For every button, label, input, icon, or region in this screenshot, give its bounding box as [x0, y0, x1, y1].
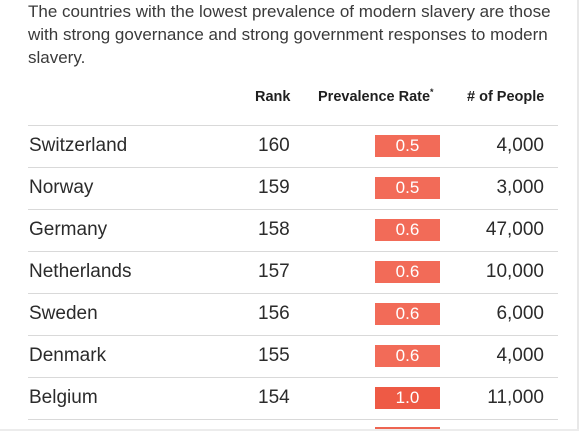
prevalence-rate-badge: 0.5 [375, 135, 440, 157]
country-name: Belgium [29, 387, 98, 408]
header-prevalence-rate: Prevalence Rate* [318, 87, 434, 105]
country-name: Germany [29, 219, 108, 240]
table-row: Switzerland 160 0.5 4,000 [28, 126, 558, 168]
prevalence-rate-badge: 0.6 [375, 219, 440, 241]
table-body: Switzerland 160 0.5 4,000 Norway 159 0.5… [0, 126, 579, 420]
frame-edge-right [577, 0, 579, 431]
rank-value: 156 [258, 303, 290, 324]
rank-value: 157 [258, 261, 290, 282]
table-row: Norway 159 0.5 3,000 [28, 168, 558, 210]
people-count: 3,000 [496, 177, 544, 198]
rank-value: 154 [258, 387, 290, 408]
table-row: Sweden 156 0.6 6,000 [28, 294, 558, 336]
country-name: Norway [29, 177, 94, 198]
table-row: Netherlands 157 0.6 10,000 [28, 252, 558, 294]
rank-value: 160 [258, 135, 290, 156]
people-count: 4,000 [496, 345, 544, 366]
header-number-of-people: # of People [467, 89, 545, 105]
table-header: Rank Prevalence Rate* # of People [0, 87, 560, 111]
rank-value: 155 [258, 345, 290, 366]
country-name: Switzerland [29, 135, 128, 156]
people-count: 10,000 [485, 261, 544, 282]
table-row: Belgium 154 1.0 11,000 [28, 378, 558, 420]
prevalence-rate-badge: 0.6 [375, 303, 440, 325]
footnote-asterisk: * [430, 87, 434, 97]
rank-value: 159 [258, 177, 290, 198]
prevalence-rate-badge: 0.6 [375, 345, 440, 367]
intro-paragraph: The countries with the lowest prevalence… [28, 2, 551, 67]
table-row: Germany 158 0.6 47,000 [28, 210, 558, 252]
prevalence-rate-badge: 0.5 [375, 177, 440, 199]
people-count: 6,000 [496, 303, 544, 324]
people-count: 11,000 [487, 387, 544, 408]
prevalence-rate-badge: 1.0 [375, 387, 440, 409]
header-rank: Rank [255, 89, 291, 105]
people-count: 4,000 [496, 135, 544, 156]
rank-value: 158 [258, 219, 290, 240]
country-name: Denmark [29, 345, 107, 366]
prevalence-rate-badge: 0.6 [375, 261, 440, 283]
country-name: Netherlands [29, 261, 132, 282]
header-divider [28, 125, 558, 126]
table-row: Denmark 155 0.6 4,000 [28, 336, 558, 378]
people-count: 47,000 [485, 219, 544, 240]
country-name: Sweden [29, 303, 98, 324]
frame-edge-bottom [0, 429, 579, 431]
